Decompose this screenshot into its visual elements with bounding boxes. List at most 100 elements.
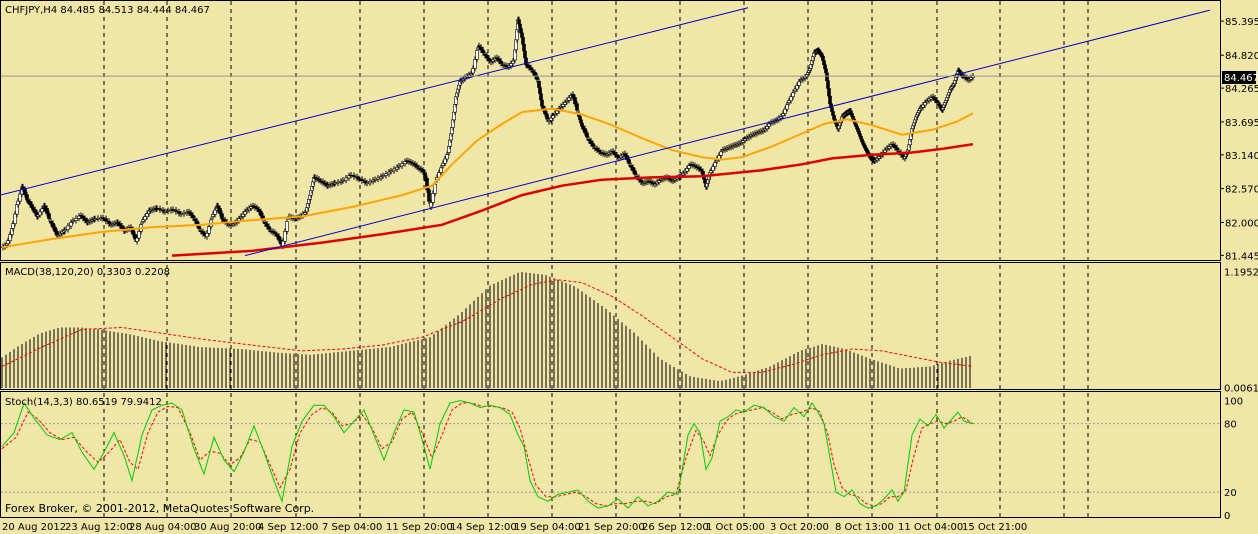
- candle-body: [431, 193, 435, 203]
- candle-body: [699, 168, 703, 171]
- stoch-label: Stoch(14,3,3) 80.6519 79.9412: [5, 397, 162, 408]
- candle-body: [163, 211, 167, 213]
- candle-body: [409, 161, 413, 164]
- candle-body: [96, 217, 100, 220]
- candle-body: [349, 174, 353, 177]
- candle-body: [118, 223, 122, 227]
- candle-body: [549, 117, 553, 121]
- candle-body: [376, 177, 380, 180]
- candle-body: [267, 226, 271, 230]
- candle-body: [719, 151, 723, 156]
- candle-body: [877, 156, 881, 159]
- candle-body: [257, 209, 261, 212]
- candle-body: [158, 208, 162, 211]
- time-label: 23 Aug 12:00: [65, 522, 132, 533]
- candle-body: [563, 102, 567, 105]
- vertical-grid: [103, 1, 1089, 517]
- price-tick-label: 82.000: [1225, 218, 1258, 229]
- candle-body: [789, 96, 793, 101]
- candle-body: [216, 205, 220, 209]
- candle-body: [259, 211, 263, 217]
- candle-body: [597, 149, 601, 152]
- candle-body: [425, 178, 429, 191]
- candle-body: [179, 213, 183, 216]
- price-tick-label: 84.820: [1225, 51, 1258, 62]
- candle-body: [639, 179, 643, 183]
- candle-body: [101, 217, 105, 219]
- candle-body: [421, 169, 425, 173]
- candle-body: [567, 97, 571, 101]
- candle-body: [74, 217, 78, 221]
- candle-body: [713, 162, 717, 167]
- candle-body: [13, 213, 17, 224]
- candle-body: [71, 220, 75, 222]
- candle-body: [555, 110, 559, 114]
- candle-body: [415, 165, 419, 168]
- time-label: 20 Aug 2012: [2, 522, 66, 533]
- candle-body: [627, 159, 631, 164]
- candle-body: [469, 73, 473, 76]
- candle-body: [8, 234, 12, 241]
- candle-body: [11, 223, 15, 229]
- candle-body: [66, 225, 70, 230]
- candle-body: [177, 211, 181, 214]
- candle-body: [923, 102, 927, 106]
- candle-body: [373, 178, 377, 181]
- candle-body: [633, 170, 637, 175]
- candle-body: [392, 168, 396, 172]
- candle-body: [384, 173, 388, 176]
- candle-body: [475, 49, 479, 60]
- candle-body: [23, 189, 27, 195]
- stoch-main-line: [1, 400, 974, 509]
- price-tick-label: 85.395: [1225, 17, 1258, 28]
- time-label: 19 Sep 04:00: [514, 522, 581, 533]
- candle-body: [120, 225, 124, 229]
- candle-body: [363, 180, 367, 183]
- candle-body: [397, 165, 401, 168]
- candle-body: [883, 149, 887, 153]
- candle-body: [161, 209, 165, 212]
- candle-body: [83, 218, 87, 221]
- candle-body: [207, 226, 211, 234]
- candle-body: [511, 60, 515, 64]
- candle-body: [781, 113, 785, 116]
- time-label: 30 Aug 20:00: [194, 522, 261, 533]
- macd-pane-frame: [0, 262, 1221, 390]
- time-label: 8 Oct 13:00: [835, 522, 894, 533]
- candle-body: [352, 175, 356, 178]
- candle-body: [533, 72, 537, 77]
- candle-body: [131, 229, 135, 235]
- candle-body: [737, 143, 741, 145]
- candle-body: [171, 209, 175, 211]
- candle-body: [389, 170, 393, 173]
- candle-body: [277, 235, 281, 241]
- candle-body: [182, 212, 186, 215]
- macd-histogram: [1, 272, 971, 388]
- candle-body: [583, 128, 587, 134]
- candle-body: [205, 232, 209, 237]
- candle-body: [685, 168, 689, 172]
- time-label: 21 Sep 20:00: [578, 522, 645, 533]
- candle-body: [135, 237, 139, 242]
- stoch-signal-line: [1, 402, 974, 507]
- macd-signal-line: [1, 279, 974, 373]
- candle-body: [357, 178, 361, 180]
- candle-body: [47, 213, 51, 219]
- candle-body: [218, 208, 222, 214]
- candle-body: [529, 67, 533, 70]
- candle-body: [40, 208, 44, 213]
- candle-body: [613, 152, 617, 156]
- macd-label: MACD(38,120,20) 0.3303 0.2208: [5, 267, 170, 278]
- candle-body: [711, 166, 715, 171]
- time-label: 14 Sep 12:00: [450, 522, 517, 533]
- candle-body: [18, 193, 22, 202]
- channel-lower-line[interactable]: [244, 9, 1211, 257]
- candle-body: [189, 212, 193, 216]
- candle-body: [365, 182, 369, 185]
- candle-body: [485, 55, 489, 59]
- channel-upper-line[interactable]: [0, 7, 749, 196]
- candle-body: [573, 97, 577, 105]
- candle-body: [243, 211, 247, 215]
